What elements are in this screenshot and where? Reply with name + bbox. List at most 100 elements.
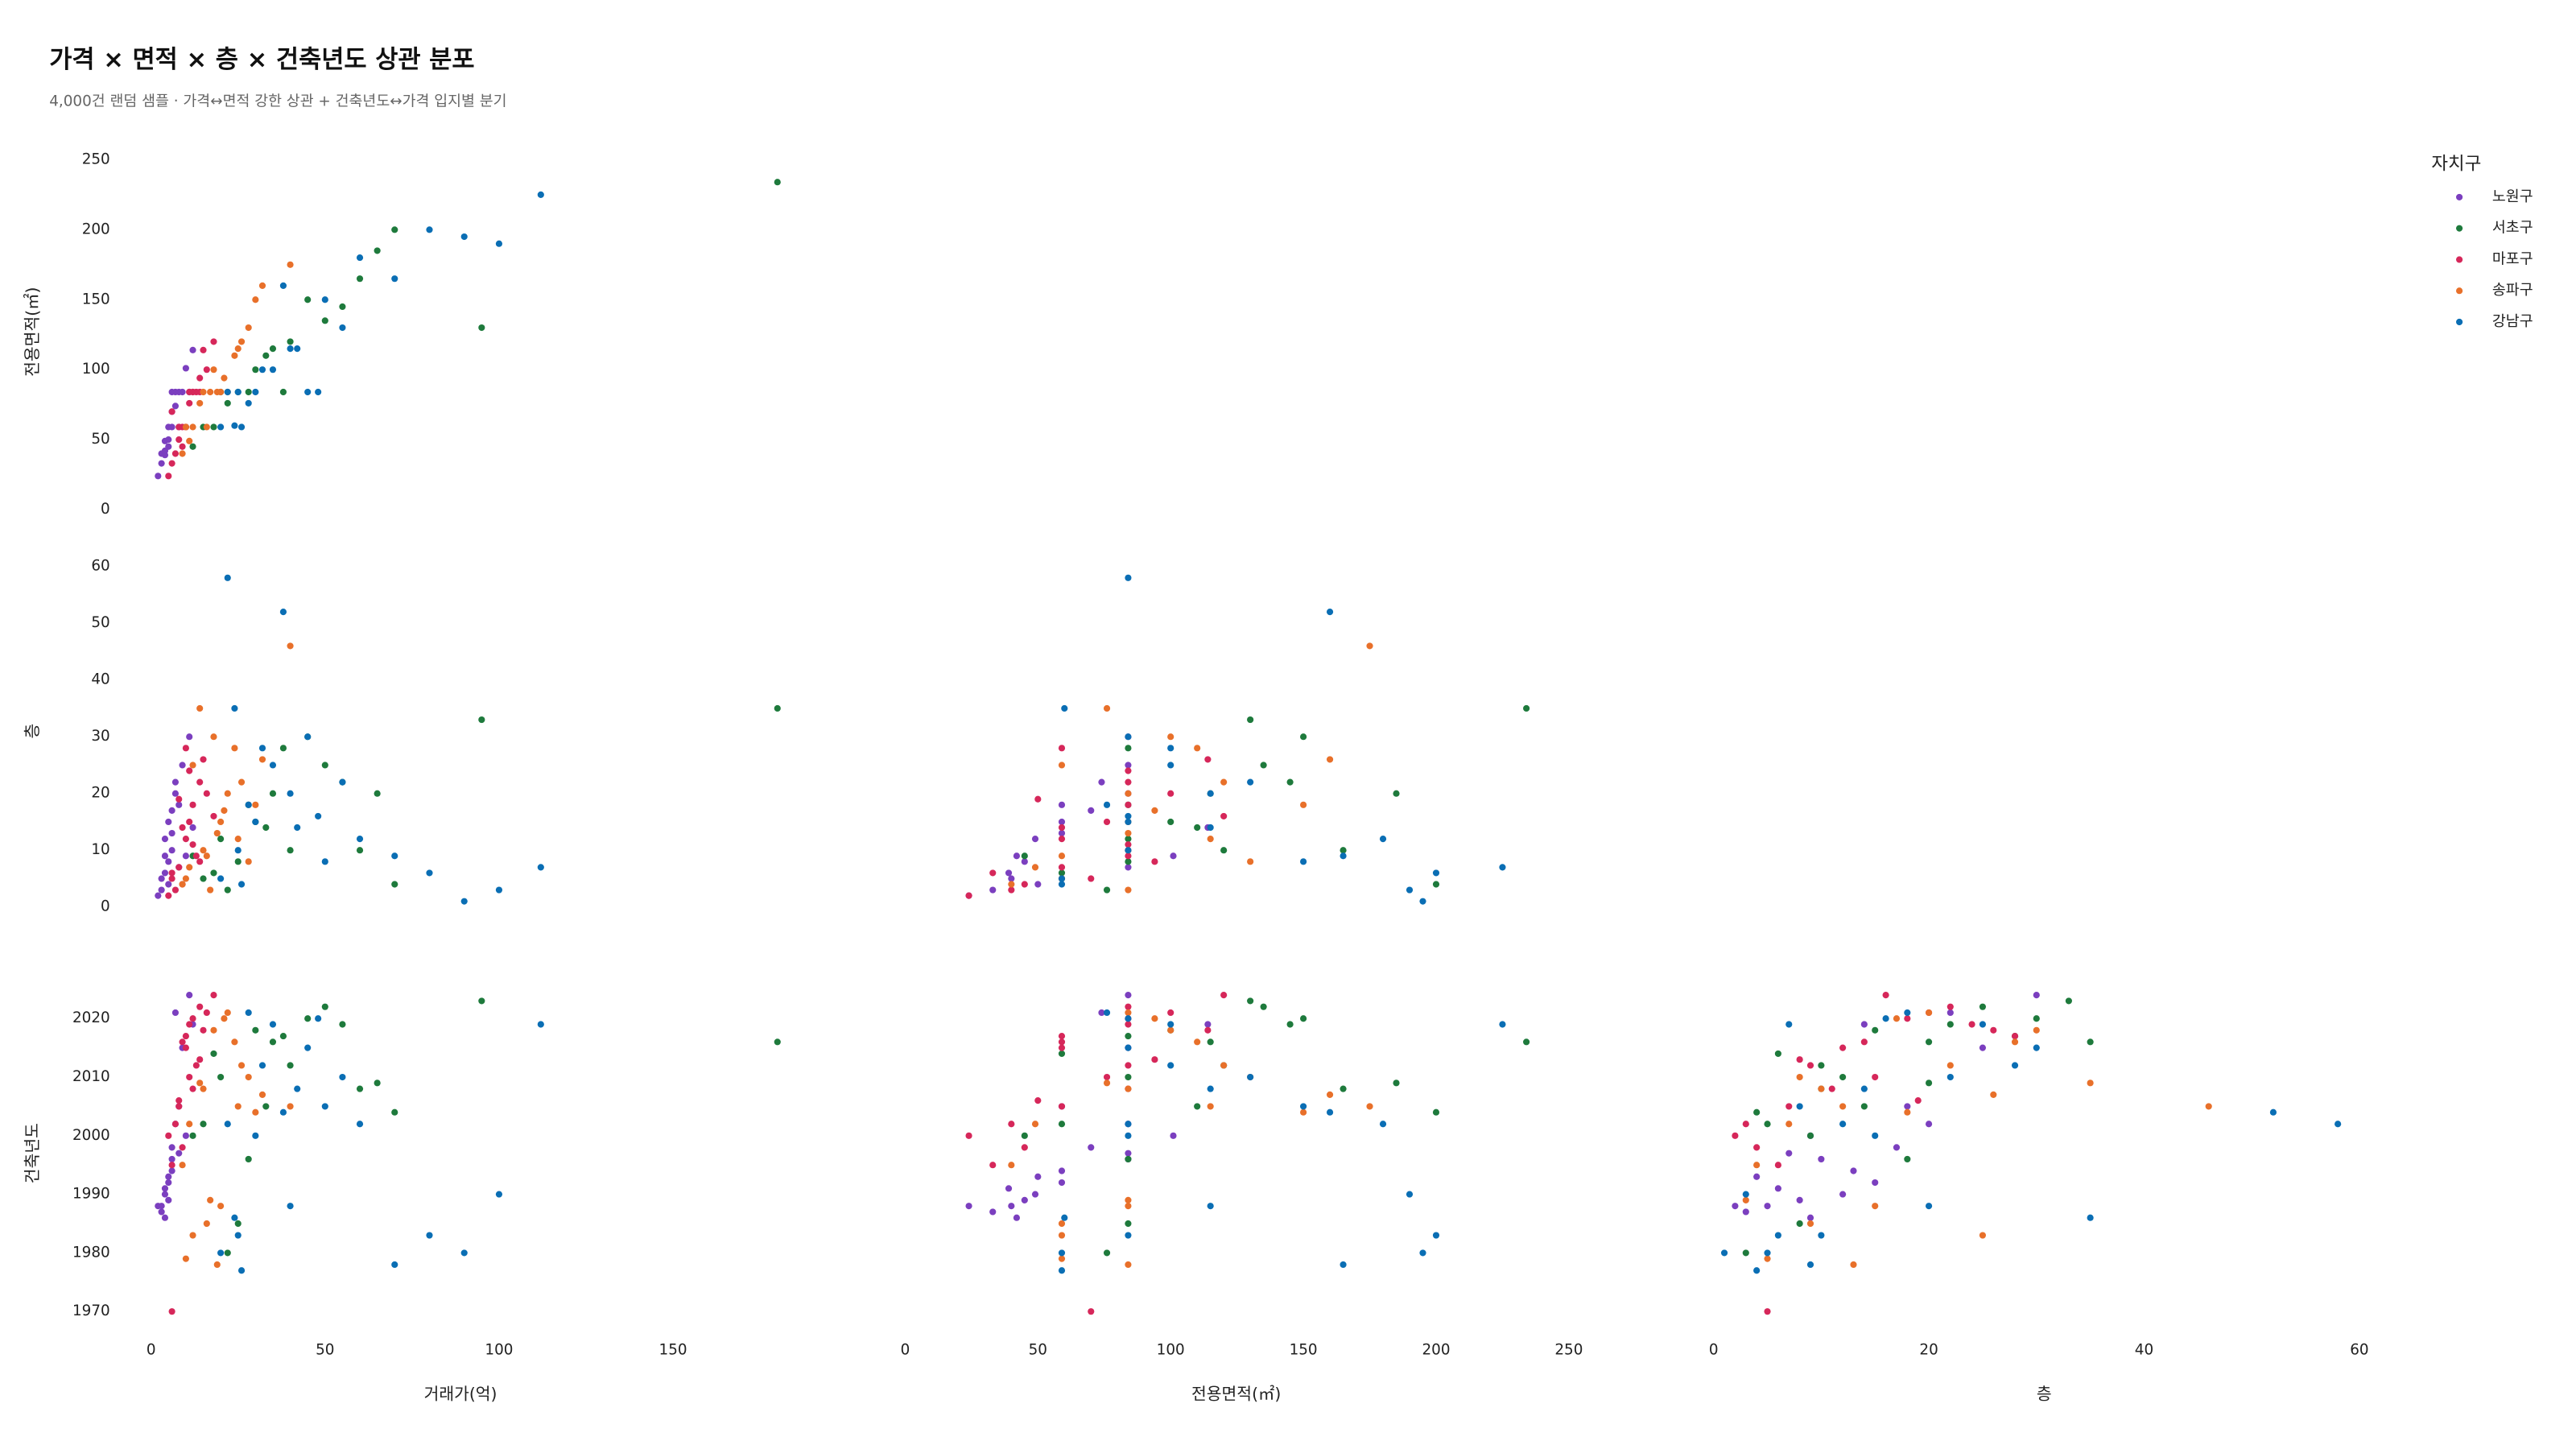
point [321, 317, 328, 324]
point [1904, 1108, 1911, 1116]
point [1774, 1162, 1781, 1169]
point [165, 1173, 172, 1180]
point [196, 1080, 204, 1087]
point [1432, 1108, 1440, 1116]
point [1340, 1085, 1347, 1092]
point [2269, 1108, 2277, 1116]
point [1753, 1267, 1761, 1274]
point [774, 704, 781, 712]
point [1021, 1144, 1028, 1151]
point [186, 992, 193, 999]
point [1946, 1073, 1954, 1081]
point [1796, 1073, 1803, 1081]
point [426, 869, 433, 877]
point [1103, 704, 1111, 712]
point [186, 388, 193, 396]
point [203, 1009, 210, 1017]
point [1170, 852, 1177, 860]
point [1499, 1021, 1506, 1028]
point [1220, 778, 1228, 786]
point [1499, 864, 1506, 871]
point [1125, 1085, 1132, 1092]
point [1031, 1121, 1039, 1128]
point [1167, 762, 1174, 769]
point [1151, 858, 1158, 865]
point [1732, 1132, 1739, 1139]
point [1326, 756, 1334, 763]
point [207, 388, 214, 396]
chart-subtitle: 4,000건 랜덤 샘플 · 가격↔면적 강한 상관 + 건축년도↔가격 입지별… [49, 93, 506, 110]
point [186, 733, 193, 741]
point [1008, 875, 1015, 882]
point [1340, 847, 1347, 854]
point [224, 574, 231, 581]
point [196, 374, 204, 382]
point [294, 1085, 301, 1092]
point [1926, 1009, 1933, 1017]
point [175, 795, 183, 803]
x-tick-label: 150 [659, 1342, 687, 1359]
point [224, 1121, 231, 1128]
point [217, 818, 225, 826]
point [1286, 1021, 1294, 1028]
point [989, 1208, 997, 1216]
point [1839, 1044, 1847, 1051]
point [168, 1308, 175, 1315]
point [1058, 881, 1066, 888]
point [1034, 1173, 1042, 1180]
point [252, 1108, 259, 1116]
y-tick-label: 60 [91, 558, 109, 575]
point [279, 388, 287, 396]
point [1300, 1108, 1307, 1116]
point [1732, 1203, 1739, 1210]
point [495, 240, 503, 247]
point [2087, 1214, 2094, 1221]
point [1058, 1255, 1066, 1262]
point [182, 423, 189, 431]
point [1207, 1038, 1214, 1046]
point [168, 1162, 175, 1169]
point [210, 338, 217, 345]
point [1125, 778, 1132, 786]
point [1828, 1085, 1835, 1092]
point [1247, 997, 1254, 1005]
point [1742, 1208, 1749, 1216]
x-axis-title: 층 [2037, 1385, 2052, 1404]
point [1785, 1121, 1793, 1128]
point [1058, 1038, 1066, 1046]
point [989, 869, 997, 877]
point [210, 812, 217, 819]
point [1839, 1121, 1847, 1128]
point [221, 1015, 228, 1022]
point [391, 1108, 398, 1116]
point [168, 829, 175, 837]
point [182, 836, 189, 843]
point [1058, 1179, 1066, 1187]
point [245, 858, 252, 865]
point [213, 388, 221, 396]
point [1753, 1162, 1761, 1169]
point [1125, 1021, 1132, 1028]
point [321, 296, 328, 303]
point [1034, 881, 1042, 888]
point [186, 1073, 193, 1081]
point [1034, 1097, 1042, 1104]
y-tick-label: 250 [82, 151, 110, 167]
point [252, 366, 259, 374]
point [1753, 1144, 1761, 1151]
point [1021, 858, 1028, 865]
point [245, 1073, 252, 1081]
point [1021, 881, 1028, 888]
point [1946, 1003, 1954, 1010]
point [210, 366, 217, 374]
point [391, 226, 398, 233]
point [171, 1009, 180, 1017]
point [1774, 1185, 1781, 1192]
point [1058, 762, 1066, 769]
point [1785, 1150, 1793, 1157]
point [217, 423, 225, 431]
point [356, 847, 364, 854]
point [168, 1167, 175, 1174]
point [186, 767, 193, 774]
